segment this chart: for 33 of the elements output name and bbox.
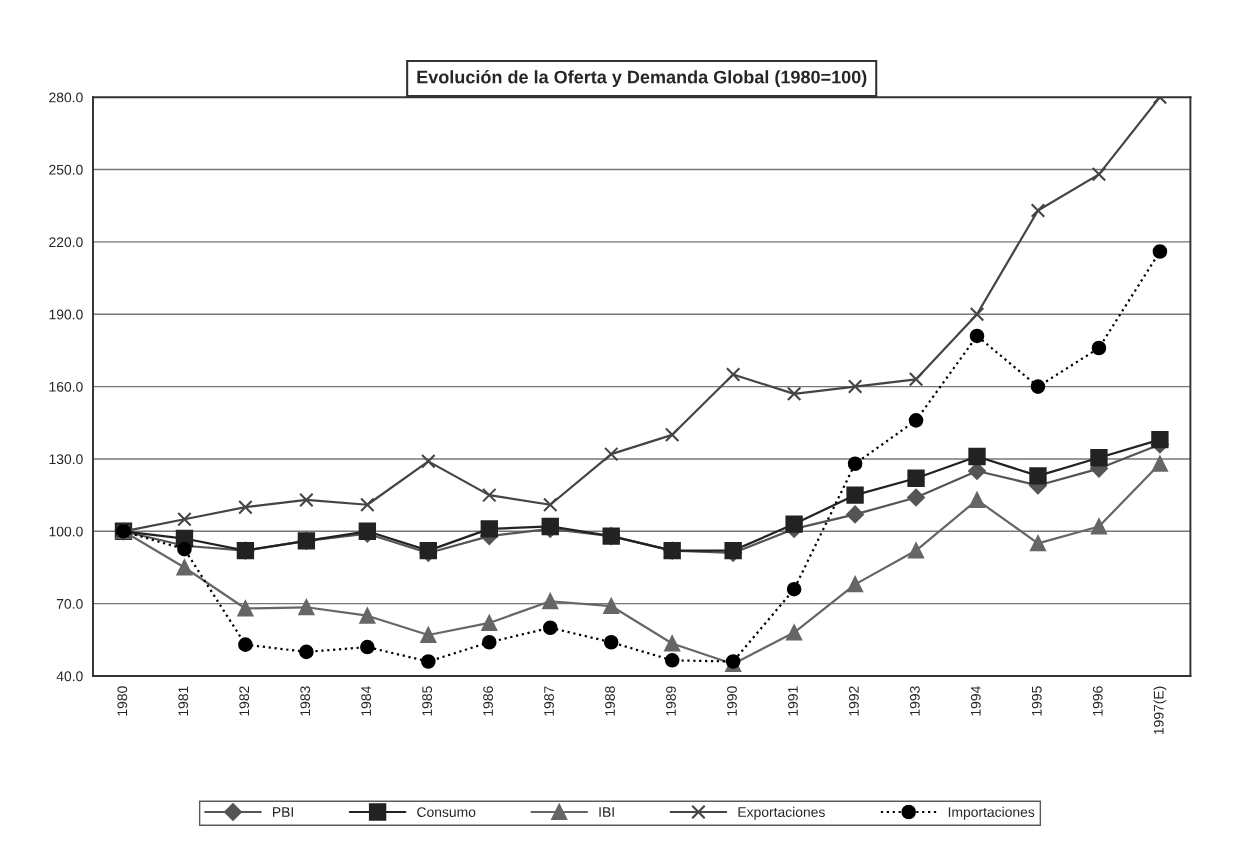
x-tick-label: 1984 xyxy=(361,686,372,716)
x-tick-label: 1983 xyxy=(300,686,311,716)
x-tick-label: 1980 xyxy=(117,686,128,716)
y-tick-label: 220.0 xyxy=(49,237,83,248)
x-tick-label: 1982 xyxy=(239,686,250,716)
x-tick-label: 1992 xyxy=(848,686,859,716)
y-tick-label: 160.0 xyxy=(49,381,83,392)
legend-label: Consumo xyxy=(417,807,476,817)
x-tick-label: 1997(E) xyxy=(1153,686,1167,735)
chart-title: Evolución de la Oferta y Demanda Global (1980=100) xyxy=(417,70,867,88)
x-tick-label: 1990 xyxy=(727,686,737,716)
y-tick-label: 100.0 xyxy=(49,526,83,537)
y-tick-label: 190.0 xyxy=(49,309,83,320)
x-tick-label: 1994 xyxy=(970,686,981,716)
y-tick-label: 130.0 xyxy=(49,454,83,465)
x-tick-label: 1981 xyxy=(178,686,189,716)
x-tick-label: 1985 xyxy=(422,686,433,716)
x-tick-label: 1996 xyxy=(1092,686,1103,716)
y-tick-label: 280.0 xyxy=(49,92,83,103)
x-tick-label: 1993 xyxy=(909,686,920,716)
legend-label: Importaciones xyxy=(948,806,1035,820)
legend-label: Exportaciones xyxy=(738,806,825,820)
x-tick-label: 1989 xyxy=(666,686,676,716)
x-tick-label: 1988 xyxy=(605,686,615,716)
x-tick-label: 1995 xyxy=(1031,686,1042,716)
x-tick-label: 1991 xyxy=(788,686,798,716)
legend-label: PBI xyxy=(273,807,293,817)
x-tick-label: 1987 xyxy=(544,686,554,716)
y-tick-label: 250.0 xyxy=(49,164,83,175)
x-tick-label: 1986 xyxy=(483,686,494,716)
y-tick-label: 70.0 xyxy=(56,598,83,609)
y-tick-label: 40.0 xyxy=(56,671,83,682)
legend-label: IBI xyxy=(599,807,614,817)
